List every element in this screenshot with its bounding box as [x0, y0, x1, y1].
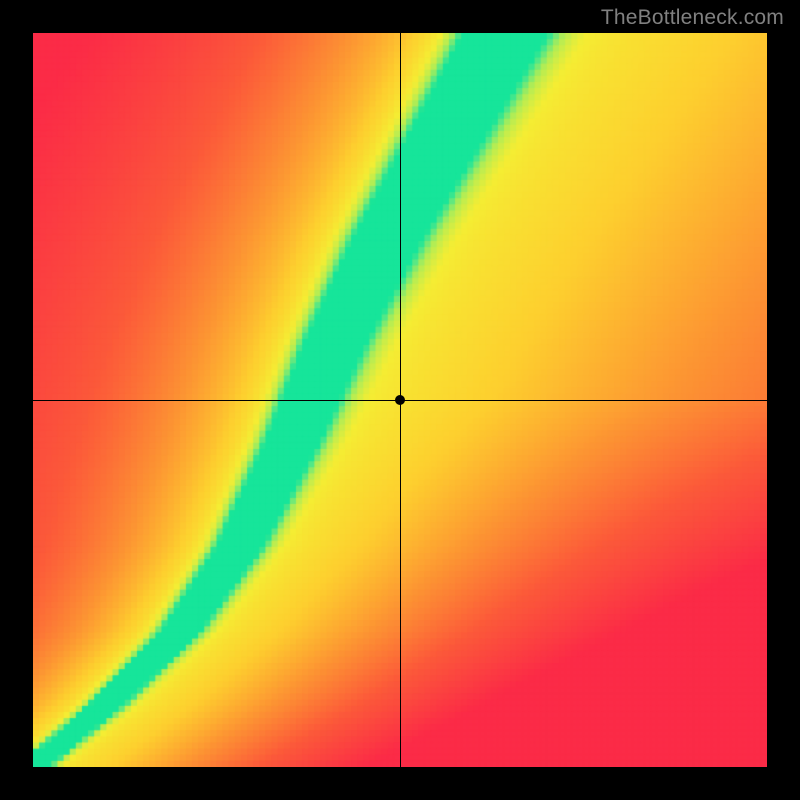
watermark-text: TheBottleneck.com: [601, 6, 784, 30]
heatmap-plot-area: [33, 33, 767, 767]
figure-container: TheBottleneck.com: [0, 0, 800, 800]
crosshair-point-marker: [395, 395, 405, 405]
